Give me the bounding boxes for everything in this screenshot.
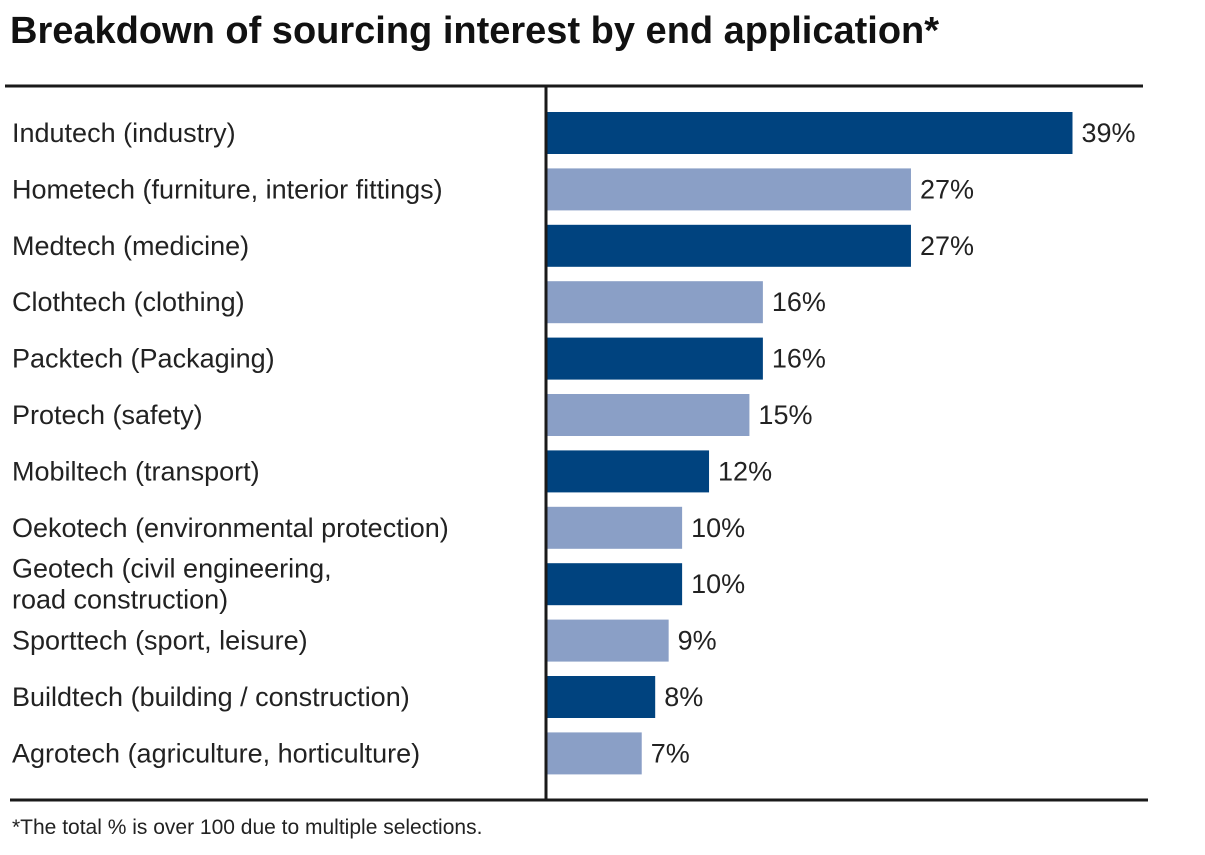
category-label: Agrotech (agriculture, horticulture) bbox=[12, 738, 420, 768]
bar bbox=[547, 619, 669, 662]
bar bbox=[547, 450, 710, 493]
category-label: Hometech (furniture, interior fittings) bbox=[12, 174, 443, 204]
category-label: Medtech (medicine) bbox=[12, 231, 249, 261]
bar bbox=[547, 563, 683, 606]
category-label: Protech (safety) bbox=[12, 400, 203, 430]
category-label: Sporttech (sport, leisure) bbox=[12, 626, 308, 656]
category-label: Geotech (civil engineering, road construc… bbox=[12, 554, 332, 615]
bar bbox=[547, 224, 911, 267]
value-label: 10% bbox=[691, 513, 745, 543]
bar bbox=[547, 394, 750, 436]
value-label: 7% bbox=[651, 738, 690, 768]
bar bbox=[547, 506, 683, 549]
value-label: 16% bbox=[772, 287, 826, 317]
category-label: Packtech (Packaging) bbox=[12, 344, 275, 374]
bar bbox=[547, 168, 911, 211]
bar bbox=[547, 337, 763, 380]
bar bbox=[547, 281, 763, 324]
value-label: 9% bbox=[678, 626, 717, 656]
category-label: Buildtech (building / construction) bbox=[12, 682, 410, 712]
value-label: 8% bbox=[664, 682, 703, 712]
value-labels-group: 39% 27% 27% 16% 16% 15% 12% 10% 10% 9% 8% 7% bbox=[651, 118, 1136, 768]
category-label: Clothtech (clothing) bbox=[12, 287, 245, 317]
bar bbox=[547, 732, 642, 775]
chart-frame bbox=[5, 84, 1148, 802]
category-label: Oekotech (environmental protection) bbox=[12, 513, 449, 543]
bar bbox=[547, 676, 656, 718]
value-label: 27% bbox=[920, 231, 974, 261]
category-label: Indutech (industry) bbox=[12, 118, 236, 148]
value-label: 15% bbox=[758, 400, 812, 430]
category-labels-group: Indutech (industry) Hometech (furniture, … bbox=[12, 118, 449, 768]
bar bbox=[547, 112, 1073, 154]
value-label: 10% bbox=[691, 569, 745, 599]
chart-title: Breakdown of sourcing interest by end ap… bbox=[10, 10, 940, 52]
category-label: Mobiltech (transport) bbox=[12, 456, 260, 486]
value-label: 16% bbox=[772, 344, 826, 374]
bars-group bbox=[547, 112, 1073, 775]
footnote: *The total % is over 100 due to multiple… bbox=[12, 816, 483, 839]
value-label: 12% bbox=[718, 456, 772, 486]
value-label: 39% bbox=[1082, 118, 1136, 148]
value-label: 27% bbox=[920, 174, 974, 204]
